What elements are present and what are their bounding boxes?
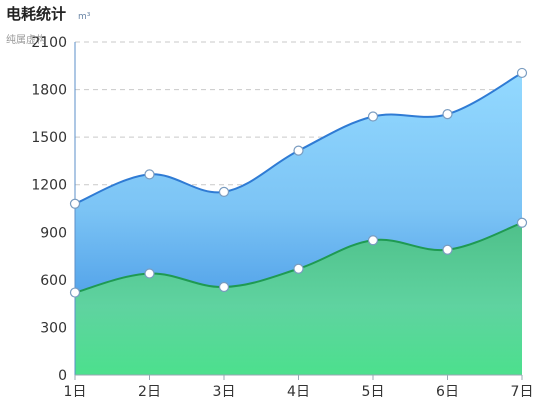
y-tick-label: 1200 <box>31 178 67 194</box>
data-point[interactable] <box>293 145 304 156</box>
data-point[interactable] <box>144 268 155 279</box>
x-tick-label: 2日 <box>138 384 161 400</box>
x-tick-label: 3日 <box>213 384 236 400</box>
data-point[interactable] <box>516 67 528 79</box>
y-tick-label: 600 <box>40 273 67 289</box>
data-point[interactable] <box>367 111 379 122</box>
y-tick-label: 1500 <box>31 130 67 146</box>
chart-subtitle: 纯属虚构 <box>6 35 46 46</box>
data-point[interactable] <box>218 186 230 197</box>
y-tick-label: 900 <box>40 225 67 241</box>
data-point[interactable] <box>442 109 453 120</box>
data-point[interactable] <box>69 287 81 298</box>
data-point[interactable] <box>442 244 453 255</box>
x-tick-label: 7日 <box>511 384 534 400</box>
x-tick-label: 5日 <box>362 384 385 400</box>
data-point[interactable] <box>367 235 379 246</box>
tick-labels: 0 300 600 900 1200 1500 1800 2100 1日 2日 3日 4日 5日 6日 7日 <box>31 35 533 400</box>
data-point[interactable] <box>144 169 155 180</box>
y-tick-label: 300 <box>40 320 67 336</box>
x-tick-label: 6日 <box>436 384 459 400</box>
data-point[interactable] <box>69 198 81 209</box>
series-2-area <box>75 222 522 375</box>
data-point[interactable] <box>218 281 230 293</box>
x-tick-label: 1日 <box>64 384 87 400</box>
y-axis-unit: m³ <box>78 12 91 22</box>
y-tick-label: 1800 <box>31 83 67 99</box>
x-tick-label: 4日 <box>287 384 310 400</box>
y-tick-label: 0 <box>58 368 67 384</box>
series-areas <box>74 72 523 376</box>
chart-title: 电耗统计 <box>6 5 67 23</box>
data-points <box>69 67 528 298</box>
data-point[interactable] <box>293 263 304 274</box>
y-tick-label: 2100 <box>31 35 67 51</box>
data-point[interactable] <box>516 217 528 228</box>
